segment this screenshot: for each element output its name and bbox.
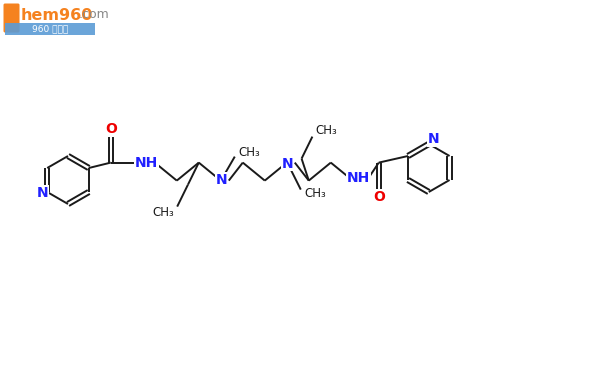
Text: O: O <box>105 122 117 136</box>
Text: NH: NH <box>347 171 370 184</box>
Text: 960 化工网: 960 化工网 <box>32 24 68 33</box>
Bar <box>5 23 95 35</box>
Text: N: N <box>428 132 440 146</box>
Text: N: N <box>36 186 48 200</box>
Text: O: O <box>373 190 385 204</box>
FancyBboxPatch shape <box>4 3 19 33</box>
Text: N: N <box>216 172 227 187</box>
Text: NH: NH <box>135 156 159 170</box>
Text: hem960: hem960 <box>21 8 93 22</box>
Text: CH₃: CH₃ <box>152 206 174 219</box>
Text: CH₃: CH₃ <box>238 146 260 159</box>
Text: CH₃: CH₃ <box>304 187 325 200</box>
Text: .com: .com <box>79 9 110 21</box>
Text: CH₃: CH₃ <box>316 124 337 137</box>
Text: N: N <box>282 157 293 171</box>
